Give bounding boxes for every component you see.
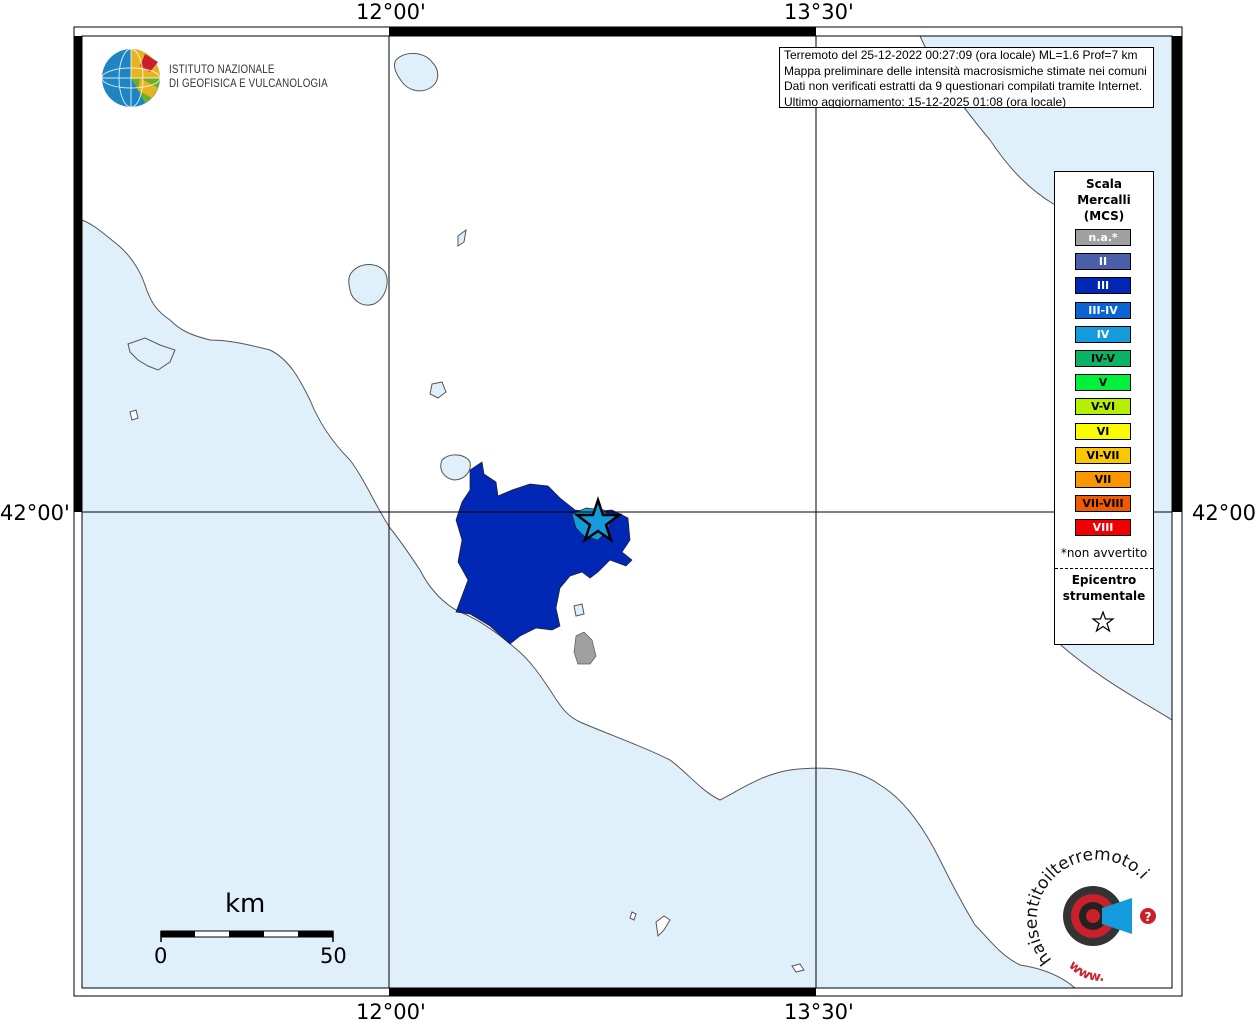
ingv-globe-icon <box>101 48 161 108</box>
ingv-logo-line1: ISTITUTO NAZIONALE <box>169 64 275 76</box>
lake-trasimeno-coast <box>127 337 176 371</box>
lon-label-bottom-left: 12°00' <box>356 1000 426 1024</box>
legend-swatch-vii: VII <box>1075 471 1131 488</box>
epicenter-star-icon <box>573 496 623 544</box>
legend-swatch-v-vi: V-VI <box>1075 398 1131 416</box>
lon-label-top-right: 13°30' <box>784 0 854 24</box>
legend-swatch-iii: III <box>1075 277 1131 295</box>
legend-swatch-vi-vii: VI-VII <box>1075 446 1131 464</box>
legend-divider <box>1055 568 1153 569</box>
lat-label-right: 42°00' <box>1192 501 1256 525</box>
lake-vico <box>457 228 467 247</box>
event-info-line4: Ultimo aggiornamento: 15-12-2025 01:08 (… <box>784 94 1067 108</box>
event-info-line1: Terremoto del 25-12-2022 00:27:09 (ora l… <box>784 48 1138 62</box>
legend-swatch-ii: II <box>1075 253 1131 271</box>
svg-text:?: ? <box>1145 910 1152 924</box>
island-small-1 <box>129 409 139 421</box>
not-felt-area <box>573 631 597 665</box>
legend-swatch-vii-viii: VII-VIII <box>1075 495 1131 513</box>
legend-note: *non avvertito <box>1060 546 1148 560</box>
legend-swatch-viii: VIII <box>1075 519 1131 537</box>
lake-albano <box>573 603 585 617</box>
island-small-4 <box>791 963 805 973</box>
scale-bar-unit: km <box>225 889 266 919</box>
intensity-III-area <box>455 461 633 645</box>
legend-swatch-iv-v: IV-V <box>1075 350 1131 367</box>
lon-label-bottom-right: 13°30' <box>784 1000 854 1024</box>
legend-swatch-n-a: n.a.* <box>1075 229 1131 246</box>
island-small-2 <box>629 911 637 921</box>
lake-bolsena <box>393 53 439 92</box>
scale-bar-max-label: 50 <box>320 944 347 968</box>
star-outline-icon <box>1091 610 1115 633</box>
event-info-box: Terremoto del 25-12-2022 00:27:09 (ora l… <box>779 47 1154 108</box>
island-small-3 <box>655 915 671 938</box>
ingv-logo-line2: DI GEOFISICA E VULCANOLOGIA <box>169 78 328 90</box>
legend-swatch-vi: VI <box>1075 422 1131 440</box>
lake-martignano <box>440 454 471 481</box>
scale-bar <box>160 930 334 942</box>
lake-turano <box>429 381 447 399</box>
legend-swatch-iii-iv: III-IV <box>1075 301 1131 319</box>
legend-epicenter-label: Epicentro strumentale <box>1062 573 1146 603</box>
map-frame <box>73 26 1183 997</box>
scale-bar-min-label: 0 <box>154 944 168 968</box>
lake-bracciano <box>348 264 388 306</box>
intensity-legend: Scala Mercalli (MCS) n.a.* II III III-IV IV I… <box>1054 171 1154 645</box>
legend-swatch-iv: IV <box>1075 325 1131 343</box>
event-info-line2: Mappa preliminare delle intensità macros… <box>784 63 1147 78</box>
legend-title: Scala Mercalli (MCS) <box>1077 177 1131 223</box>
lon-label-top-left: 12°00' <box>356 0 426 24</box>
legend-swatch-v: V <box>1075 374 1131 392</box>
ingv-logo-text: ISTITUTO NAZIONALE DI GEOFISICA E VULCAN… <box>169 63 328 91</box>
event-info-line3: Dati non verificati estratti da 9 questi… <box>784 79 1143 93</box>
lat-label-left: 42°00' <box>0 501 70 525</box>
graticule <box>82 36 1172 988</box>
